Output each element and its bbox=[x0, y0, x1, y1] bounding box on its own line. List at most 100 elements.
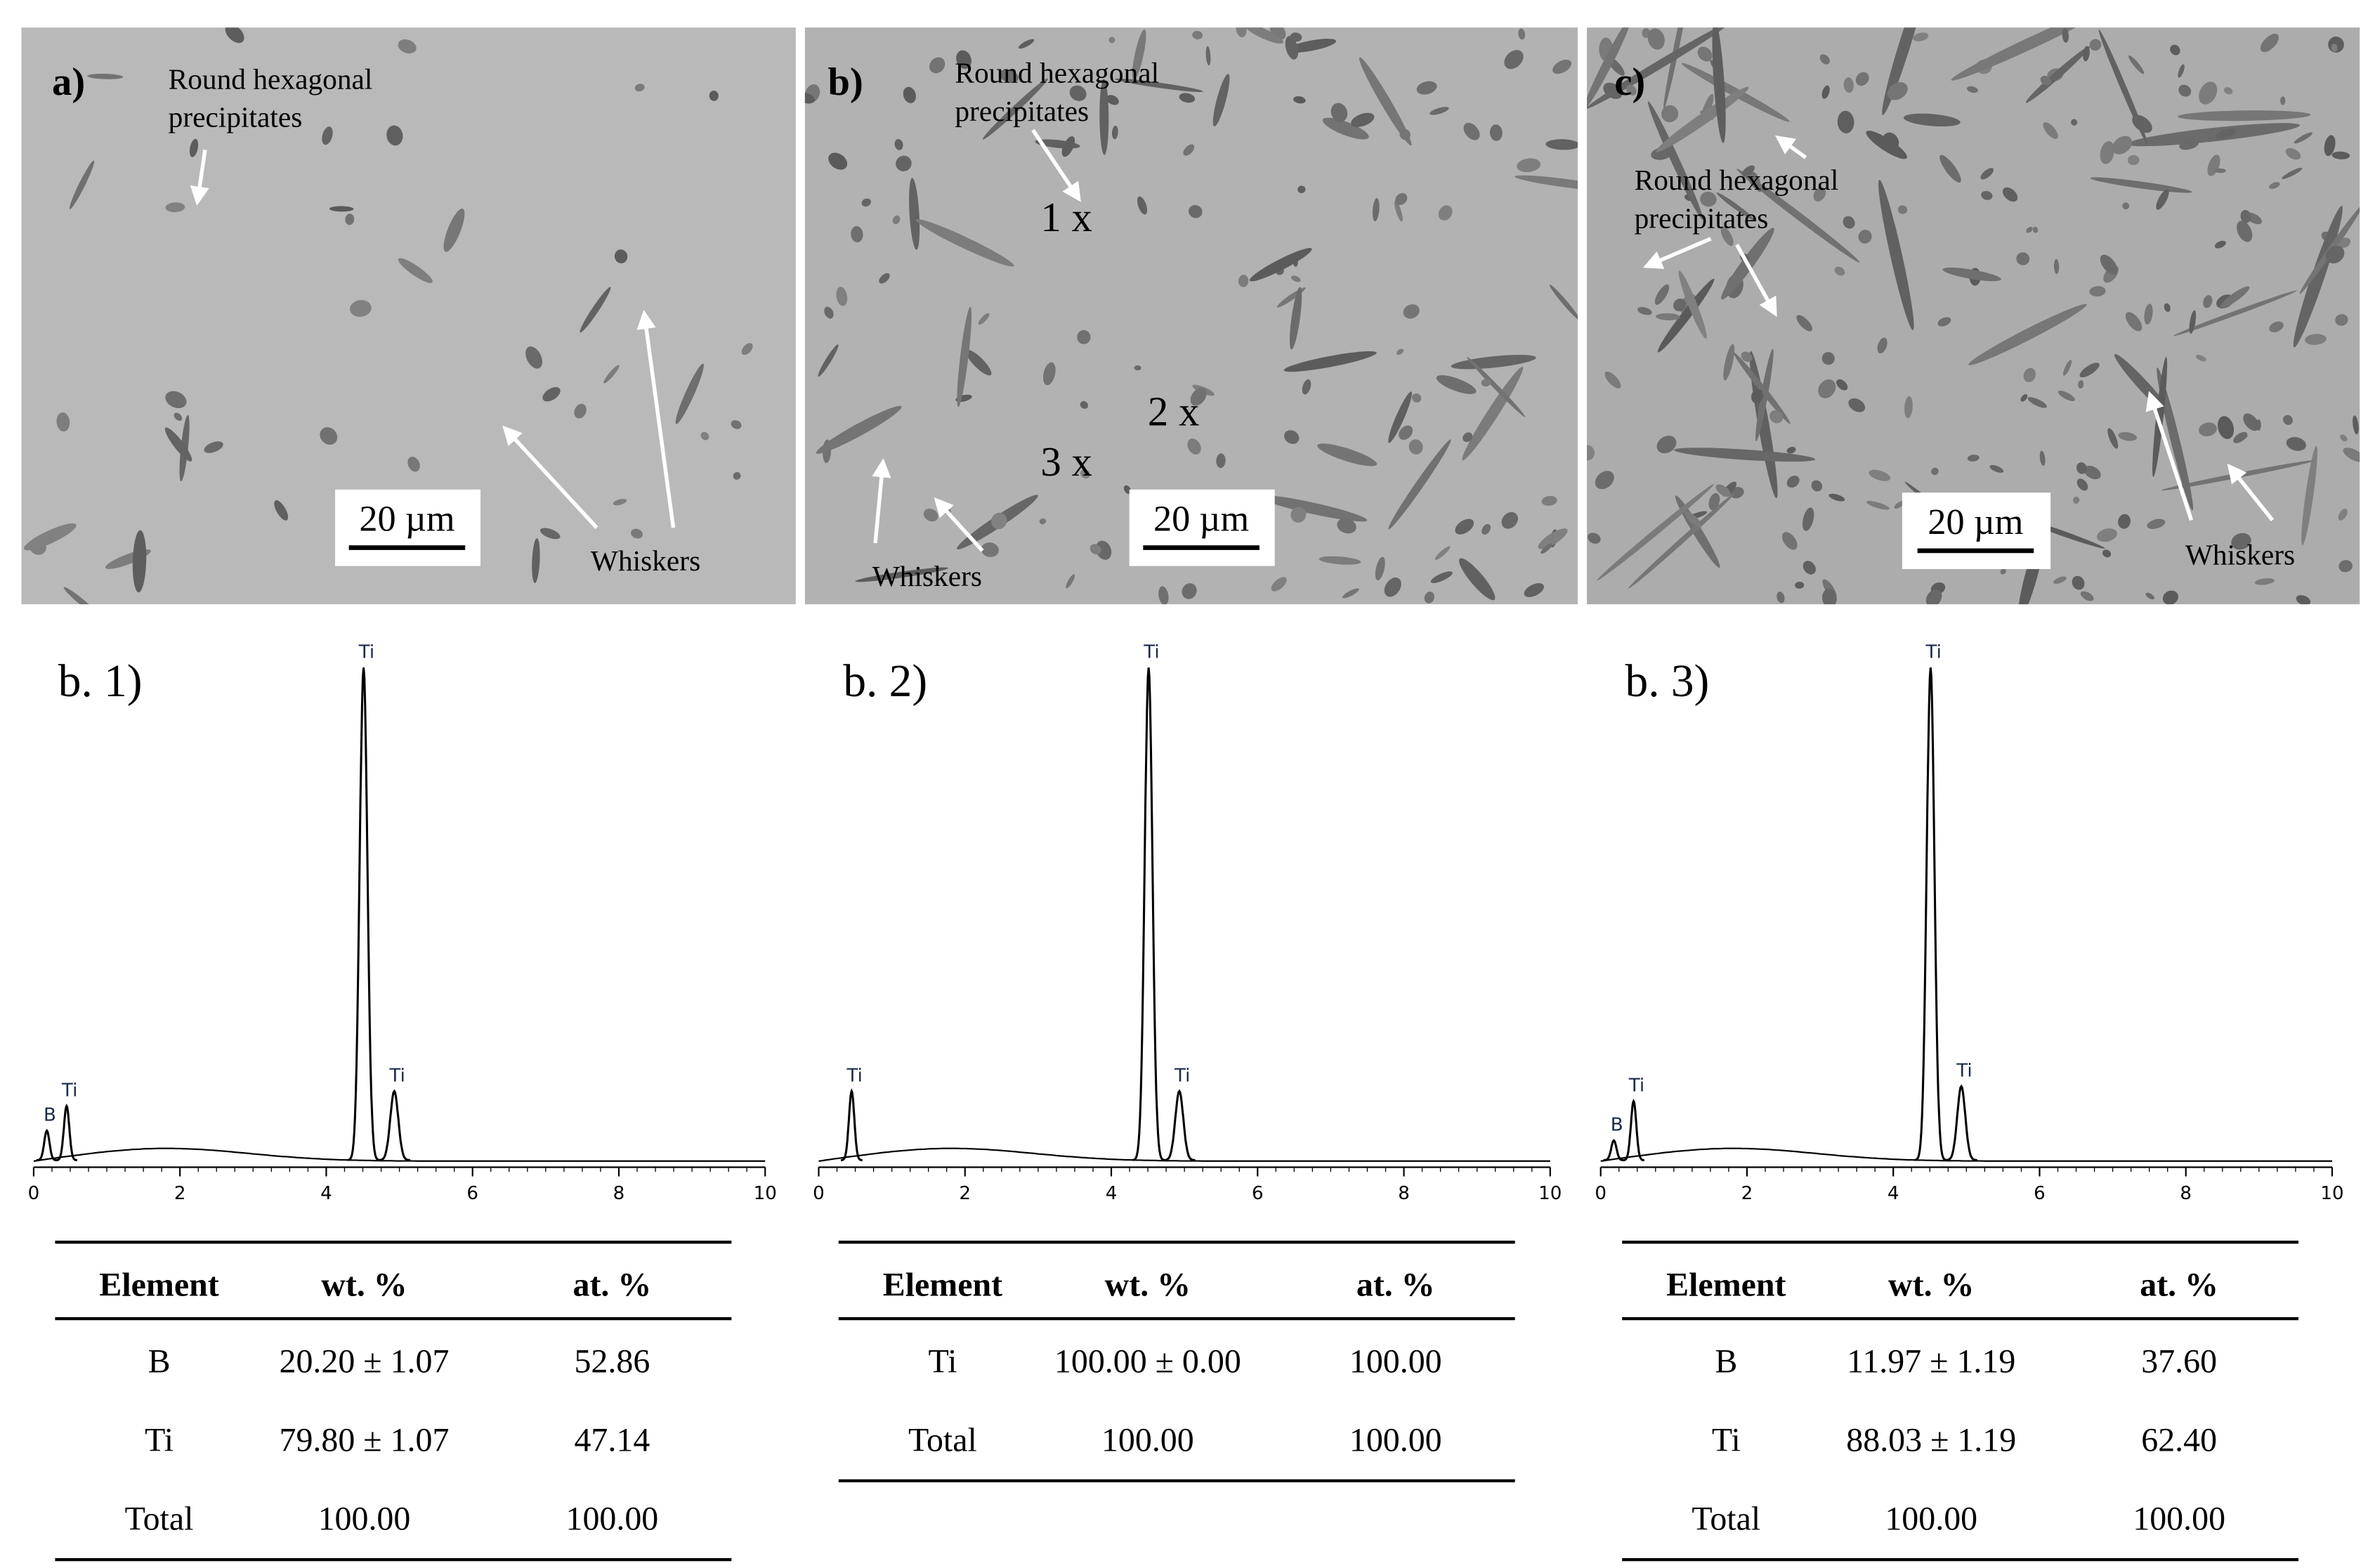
precipitate bbox=[614, 249, 628, 263]
precipitate bbox=[2243, 413, 2259, 431]
precipitate bbox=[2147, 518, 2166, 529]
precipitate bbox=[1290, 32, 1302, 42]
precipitate bbox=[2189, 310, 2197, 334]
point-label: 2 x bbox=[1148, 388, 1200, 434]
scale-label: 20 µm bbox=[359, 499, 454, 540]
table-cell: Total bbox=[908, 1421, 977, 1458]
precipitate bbox=[999, 69, 1019, 83]
precipitate bbox=[2199, 81, 2218, 105]
precipitate bbox=[87, 73, 124, 79]
precipitate bbox=[1939, 155, 1961, 183]
precipitate bbox=[1289, 287, 1302, 350]
precipitate bbox=[1673, 447, 1816, 462]
precipitate bbox=[2214, 240, 2226, 249]
precipitate bbox=[1796, 315, 1812, 332]
precipitate bbox=[1330, 103, 1348, 122]
precipitate bbox=[1388, 439, 1451, 530]
scale-label: 20 µm bbox=[1928, 502, 2023, 542]
spectrum-peak bbox=[348, 667, 379, 1161]
precipitate bbox=[1968, 303, 2087, 365]
x-tick-label: 10 bbox=[1538, 1183, 1562, 1204]
precipitate bbox=[733, 472, 741, 480]
panel-label: b) bbox=[828, 60, 863, 104]
point-label: 1 x bbox=[1040, 195, 1092, 240]
precipitate bbox=[1396, 348, 1404, 355]
precipitate bbox=[2076, 478, 2088, 491]
x-tick-label: 0 bbox=[813, 1183, 825, 1204]
precipitate bbox=[1291, 275, 1301, 282]
precipitate bbox=[204, 441, 223, 453]
spectrum-peak bbox=[1132, 667, 1165, 1161]
precipitate bbox=[1342, 588, 1359, 599]
precipitate bbox=[1514, 175, 1578, 192]
precipitate bbox=[165, 202, 185, 213]
scale-box bbox=[1902, 492, 2051, 570]
table-cell: 100.00 bbox=[1885, 1501, 1977, 1538]
precipitate bbox=[1869, 469, 1891, 481]
peak-label: Ti bbox=[388, 1065, 405, 1086]
precipitate bbox=[1882, 27, 1928, 115]
precipitate bbox=[894, 138, 903, 150]
precipitate bbox=[1858, 230, 1872, 244]
precipitate bbox=[1663, 27, 1690, 110]
table-header: Element bbox=[1666, 1266, 1786, 1303]
precipitate bbox=[580, 287, 611, 333]
precipitate bbox=[320, 427, 338, 445]
annotation: Whiskers bbox=[872, 560, 982, 592]
precipitate bbox=[2100, 254, 2118, 275]
x-tick-label: 10 bbox=[2320, 1183, 2343, 1204]
table-cell: 79.80 ± 1.07 bbox=[280, 1421, 450, 1458]
precipitate bbox=[700, 431, 709, 440]
precipitate bbox=[1723, 344, 1735, 381]
precipitate bbox=[1828, 493, 1845, 502]
precipitate bbox=[2280, 96, 2286, 105]
precipitate bbox=[2223, 87, 2233, 95]
annotation: Round hexagonal bbox=[1635, 164, 1839, 196]
precipitate bbox=[2039, 450, 2046, 466]
precipitate bbox=[1302, 379, 1311, 395]
table-cell: B bbox=[148, 1342, 171, 1380]
precipitate bbox=[2285, 148, 2301, 160]
precipitate bbox=[2107, 428, 2119, 449]
precipitate bbox=[2282, 167, 2303, 179]
precipitate bbox=[1179, 93, 1196, 103]
precipitate bbox=[2260, 34, 2279, 53]
precipitate bbox=[2220, 286, 2250, 308]
precipitate bbox=[1678, 270, 1707, 339]
precipitate bbox=[2286, 437, 2306, 451]
precipitate bbox=[1661, 105, 1679, 122]
precipitate bbox=[1111, 125, 1118, 140]
scale-box bbox=[1129, 489, 1275, 566]
spectrum-peak bbox=[36, 1128, 58, 1161]
precipitate bbox=[1967, 455, 1980, 462]
precipitate bbox=[345, 214, 355, 226]
annotation: Round hexagonal bbox=[169, 63, 373, 95]
precipitate bbox=[2331, 151, 2350, 159]
precipitate bbox=[816, 405, 902, 454]
precipitate bbox=[1904, 396, 1913, 419]
precipitate bbox=[2170, 44, 2180, 55]
precipitate bbox=[398, 258, 433, 283]
precipitate bbox=[1384, 577, 1401, 597]
precipitate bbox=[741, 343, 753, 355]
annotation: precipitates bbox=[1635, 202, 1769, 234]
precipitate bbox=[1451, 355, 1536, 370]
precipitate bbox=[1989, 465, 2004, 473]
precipitate bbox=[1647, 28, 1665, 50]
spectrum-title: b. 1) bbox=[58, 656, 143, 707]
precipitate bbox=[1822, 588, 1837, 605]
precipitate bbox=[1741, 165, 1755, 177]
precipitate bbox=[1541, 495, 1557, 506]
precipitate bbox=[2293, 206, 2343, 348]
precipitate bbox=[63, 587, 100, 605]
spectrum-background bbox=[1600, 1147, 2333, 1162]
precipitate bbox=[1781, 532, 1798, 550]
precipitate bbox=[407, 457, 420, 472]
precipitate bbox=[1786, 476, 1800, 488]
precipitate bbox=[2269, 182, 2280, 189]
precipitate bbox=[1066, 574, 1075, 589]
spectrum-background bbox=[33, 1147, 766, 1162]
precipitate bbox=[2196, 354, 2206, 362]
table-header: at. % bbox=[2140, 1266, 2218, 1303]
precipitate bbox=[1408, 439, 1423, 455]
